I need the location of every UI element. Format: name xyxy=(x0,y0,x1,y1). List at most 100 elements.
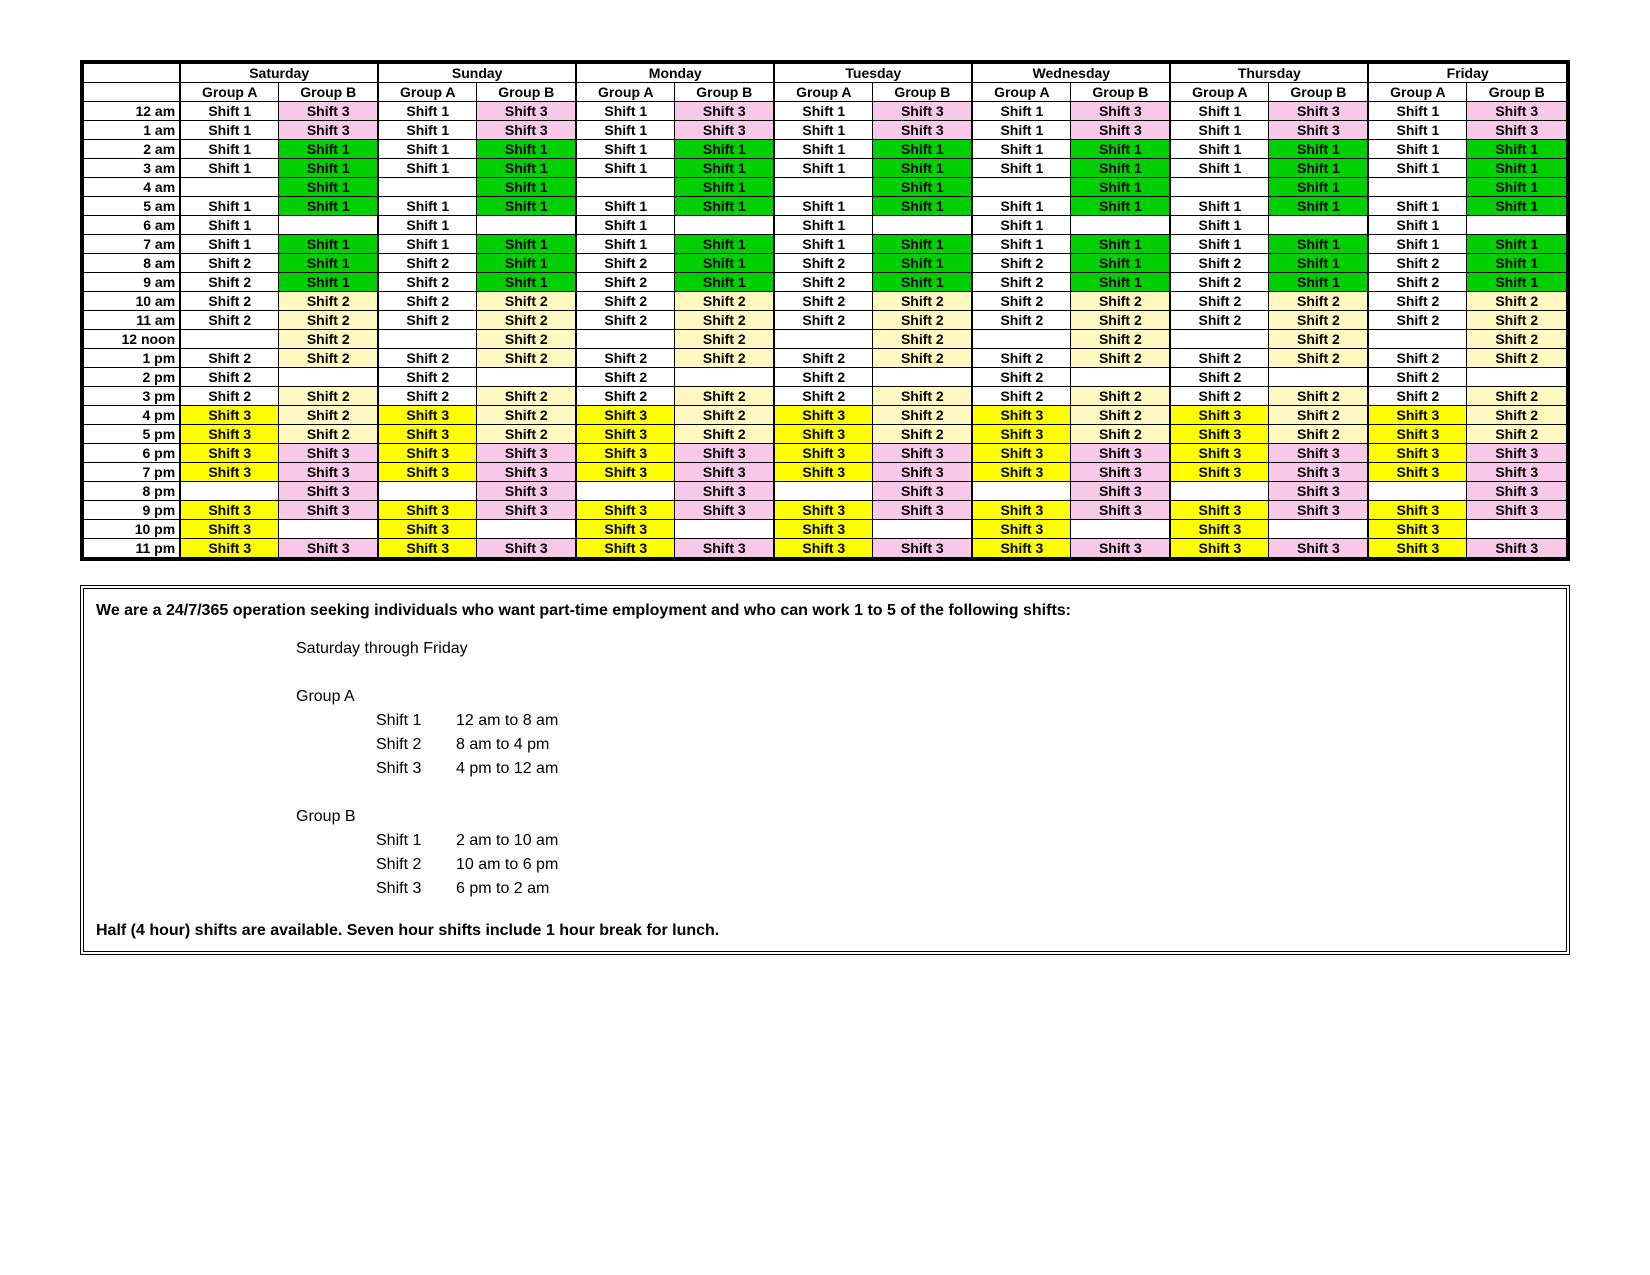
shift-cell: Shift 2 xyxy=(774,387,873,406)
shift-cell: Shift 2 xyxy=(1170,387,1269,406)
shift-def-time: 12 am to 8 am xyxy=(456,709,558,733)
shift-cell: Shift 2 xyxy=(378,311,477,330)
time-label: 3 am xyxy=(82,159,180,178)
shift-cell: Shift 1 xyxy=(576,121,675,140)
shift-cell: Shift 3 xyxy=(180,539,279,560)
shift-cell: Shift 1 xyxy=(1071,178,1170,197)
shift-cell: Shift 1 xyxy=(576,235,675,254)
shift-cell: Shift 1 xyxy=(972,121,1071,140)
shift-cell: Shift 1 xyxy=(873,140,972,159)
shift-cell: Shift 1 xyxy=(180,140,279,159)
shift-cell: Shift 2 xyxy=(675,292,774,311)
shift-cell: Shift 2 xyxy=(1071,330,1170,349)
time-label: 7 am xyxy=(82,235,180,254)
shift-cell: Shift 1 xyxy=(873,197,972,216)
shift-cell: Shift 3 xyxy=(180,444,279,463)
shift-cell: Shift 3 xyxy=(378,425,477,444)
shift-cell: Shift 3 xyxy=(180,406,279,425)
shift-cell: Shift 2 xyxy=(873,311,972,330)
shift-cell: Shift 1 xyxy=(1071,273,1170,292)
shift-cell: Shift 1 xyxy=(774,140,873,159)
shift-cell: Shift 1 xyxy=(675,178,774,197)
shift-cell: Shift 1 xyxy=(378,197,477,216)
shift-cell: Shift 2 xyxy=(1071,349,1170,368)
shift-def-time: 2 am to 10 am xyxy=(456,829,558,853)
time-label: 9 pm xyxy=(82,501,180,520)
time-label: 1 am xyxy=(82,121,180,140)
shift-cell: Shift 3 xyxy=(180,520,279,539)
shift-cell: Shift 3 xyxy=(279,444,378,463)
shift-cell: Shift 2 xyxy=(1071,387,1170,406)
shift-cell: Shift 1 xyxy=(972,197,1071,216)
group-header: Group B xyxy=(477,83,576,102)
shift-cell: Shift 2 xyxy=(972,292,1071,311)
shift-cell: Shift 2 xyxy=(279,330,378,349)
shift-cell: Shift 2 xyxy=(477,330,576,349)
shift-cell: Shift 2 xyxy=(180,368,279,387)
table-header: SaturdaySundayMondayTuesdayWednesdayThur… xyxy=(82,62,1568,102)
time-label: 6 am xyxy=(82,216,180,235)
shift-definition: Shift 36 pm to 2 am xyxy=(376,877,1554,901)
shift-cell: Shift 2 xyxy=(675,349,774,368)
shift-cell: Shift 2 xyxy=(873,387,972,406)
group-header: Group A xyxy=(1368,83,1467,102)
shift-cell xyxy=(675,368,774,387)
shift-cell: Shift 1 xyxy=(1368,121,1467,140)
shift-cell: Shift 2 xyxy=(477,425,576,444)
shift-cell: Shift 2 xyxy=(378,368,477,387)
time-label: 6 pm xyxy=(82,444,180,463)
shift-cell: Shift 3 xyxy=(1467,539,1568,560)
shift-cell: Shift 3 xyxy=(477,482,576,501)
shift-cell: Shift 3 xyxy=(378,539,477,560)
shift-cell: Shift 3 xyxy=(1467,102,1568,121)
shift-cell xyxy=(972,482,1071,501)
shift-cell: Shift 1 xyxy=(774,197,873,216)
shift-cell xyxy=(378,330,477,349)
shift-cell: Shift 2 xyxy=(1269,349,1368,368)
group-b-shifts: Shift 12 am to 10 amShift 210 am to 6 pm… xyxy=(96,829,1554,901)
shift-cell xyxy=(1467,520,1568,539)
shift-cell: Shift 3 xyxy=(972,425,1071,444)
shift-cell: Shift 3 xyxy=(378,501,477,520)
shift-cell: Shift 2 xyxy=(576,254,675,273)
shift-cell: Shift 1 xyxy=(1368,140,1467,159)
shift-cell: Shift 3 xyxy=(1368,501,1467,520)
group-a-shifts: Shift 112 am to 8 amShift 28 am to 4 pmS… xyxy=(96,709,1554,781)
shift-cell: Shift 3 xyxy=(1071,102,1170,121)
shift-cell: Shift 3 xyxy=(576,406,675,425)
shift-cell: Shift 1 xyxy=(1368,102,1467,121)
description-footer: Half (4 hour) shifts are available. Seve… xyxy=(96,919,1554,943)
shift-cell xyxy=(1269,216,1368,235)
shift-cell: Shift 1 xyxy=(1269,159,1368,178)
shift-cell: Shift 2 xyxy=(378,254,477,273)
shift-cell: Shift 1 xyxy=(576,140,675,159)
shift-cell: Shift 2 xyxy=(1170,311,1269,330)
shift-cell: Shift 2 xyxy=(675,330,774,349)
shift-cell: Shift 3 xyxy=(1368,463,1467,482)
shift-cell xyxy=(1170,178,1269,197)
group-header: Group B xyxy=(279,83,378,102)
shift-cell: Shift 3 xyxy=(279,539,378,560)
shift-cell: Shift 1 xyxy=(1467,254,1568,273)
time-label: 12 noon xyxy=(82,330,180,349)
shift-def-label: Shift 1 xyxy=(376,709,456,733)
shift-def-time: 8 am to 4 pm xyxy=(456,733,549,757)
day-header: Tuesday xyxy=(774,62,972,83)
shift-cell: Shift 1 xyxy=(774,159,873,178)
shift-cell: Shift 1 xyxy=(1071,254,1170,273)
shift-cell: Shift 3 xyxy=(378,463,477,482)
shift-cell: Shift 3 xyxy=(1071,539,1170,560)
shift-cell xyxy=(1071,216,1170,235)
shift-cell: Shift 3 xyxy=(1071,121,1170,140)
shift-cell xyxy=(675,520,774,539)
shift-cell: Shift 2 xyxy=(1170,254,1269,273)
shift-cell: Shift 1 xyxy=(180,102,279,121)
shift-cell: Shift 3 xyxy=(1170,463,1269,482)
group-b-label: Group B xyxy=(296,805,1554,829)
shift-cell: Shift 1 xyxy=(576,102,675,121)
shift-cell: Shift 1 xyxy=(1170,235,1269,254)
time-label: 2 pm xyxy=(82,368,180,387)
shift-cell xyxy=(180,482,279,501)
shift-cell: Shift 1 xyxy=(774,102,873,121)
group-header: Group B xyxy=(1071,83,1170,102)
